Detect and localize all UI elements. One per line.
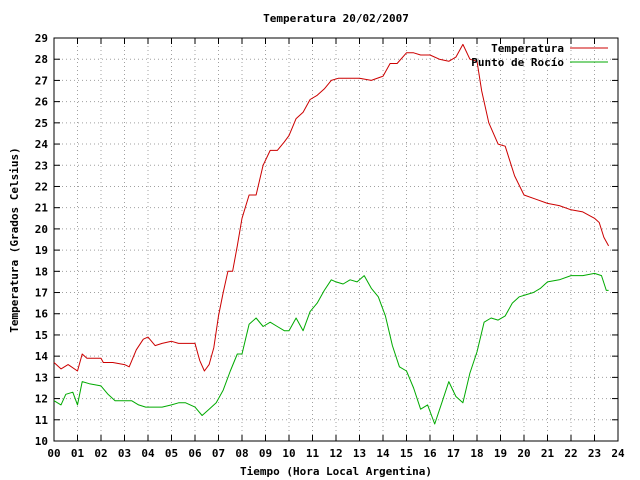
series-line-temperatura xyxy=(53,43,610,372)
y-tick-label: 28 xyxy=(35,53,48,66)
y-axis-label: Temperatura (Grados Celsius) xyxy=(8,147,21,332)
x-tick-label: 21 xyxy=(541,447,555,460)
legend: Temperatura Punto de Rocío xyxy=(471,42,608,69)
x-tick-label: 13 xyxy=(353,447,366,460)
x-axis-label: Tiempo (Hora Local Argentina) xyxy=(240,465,432,478)
x-tick-label: 11 xyxy=(306,447,320,460)
x-tick-label: 17 xyxy=(447,447,460,460)
x-tick-label: 01 xyxy=(71,447,85,460)
y-tick-label: 21 xyxy=(35,202,49,215)
x-tick-label: 08 xyxy=(235,447,248,460)
series-lines xyxy=(53,43,610,425)
y-tick-label: 13 xyxy=(35,371,48,384)
y-tick-label: 12 xyxy=(35,393,48,406)
y-tick-label: 10 xyxy=(35,435,48,448)
y-tick-label: 18 xyxy=(35,265,48,278)
y-tick-label: 24 xyxy=(35,138,49,151)
legend-label-punto-de-rocio: Punto de Rocío xyxy=(471,56,564,69)
y-tick-label: 26 xyxy=(35,96,49,109)
x-tick-label: 22 xyxy=(564,447,577,460)
x-tick-label: 12 xyxy=(329,447,342,460)
y-tick-label: 27 xyxy=(35,74,48,87)
legend-label-temperatura: Temperatura xyxy=(491,42,564,55)
chart-title: Temperatura 20/02/2007 xyxy=(263,12,409,25)
x-tick-label: 20 xyxy=(517,447,530,460)
x-tick-label: 15 xyxy=(400,447,413,460)
y-axis-ticks: 10 11 12 13 14 15 16 17 18 19 20 21 22 23 24 25 26 27 28 29 xyxy=(35,32,618,448)
y-tick-label: 29 xyxy=(35,32,48,45)
x-tick-label: 02 xyxy=(94,447,107,460)
y-tick-label: 23 xyxy=(35,159,48,172)
x-tick-label: 16 xyxy=(423,447,437,460)
x-tick-label: 00 xyxy=(47,447,60,460)
x-tick-label: 06 xyxy=(188,447,202,460)
x-tick-label: 14 xyxy=(376,447,390,460)
x-axis-ticks: 00 01 02 03 04 05 06 07 08 09 10 11 12 13 14 15 16 17 18 19… xyxy=(47,38,625,460)
x-tick-label: 07 xyxy=(212,447,225,460)
y-tick-label: 22 xyxy=(35,180,48,193)
x-tick-label: 10 xyxy=(282,447,295,460)
x-tick-label: 24 xyxy=(611,447,625,460)
x-tick-label: 18 xyxy=(470,447,483,460)
y-tick-label: 14 xyxy=(35,350,49,363)
y-tick-label: 15 xyxy=(35,329,48,342)
series-line-punto-de-rocio xyxy=(53,272,609,425)
x-tick-label: 05 xyxy=(165,447,178,460)
y-tick-label: 20 xyxy=(35,223,48,236)
x-tick-label: 03 xyxy=(118,447,131,460)
x-tick-label: 23 xyxy=(588,447,601,460)
x-tick-label: 19 xyxy=(494,447,507,460)
y-tick-label: 19 xyxy=(35,244,48,257)
y-tick-label: 16 xyxy=(35,308,49,321)
y-tick-label: 25 xyxy=(35,117,48,130)
y-tick-label: 11 xyxy=(35,414,49,427)
y-tick-label: 17 xyxy=(35,287,48,300)
x-tick-label: 09 xyxy=(259,447,272,460)
x-tick-label: 04 xyxy=(141,447,155,460)
